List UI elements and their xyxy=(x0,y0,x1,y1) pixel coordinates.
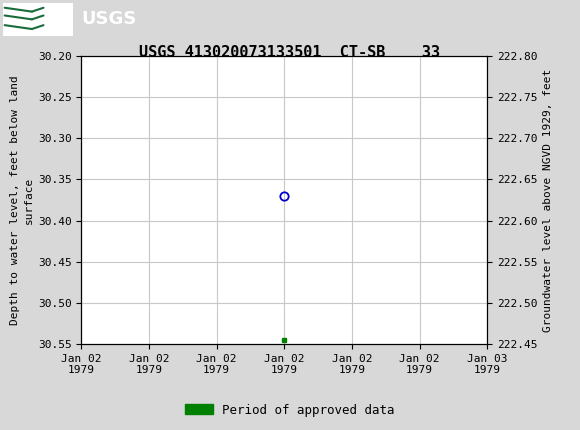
Text: USGS 413020073133501  CT-SB    33: USGS 413020073133501 CT-SB 33 xyxy=(139,45,441,60)
Y-axis label: Depth to water level, feet below land
surface: Depth to water level, feet below land su… xyxy=(10,75,34,325)
Y-axis label: Groundwater level above NGVD 1929, feet: Groundwater level above NGVD 1929, feet xyxy=(543,68,553,332)
Legend: Period of approved data: Period of approved data xyxy=(180,399,400,421)
Bar xyxy=(3,3,72,36)
Text: USGS: USGS xyxy=(81,10,136,28)
